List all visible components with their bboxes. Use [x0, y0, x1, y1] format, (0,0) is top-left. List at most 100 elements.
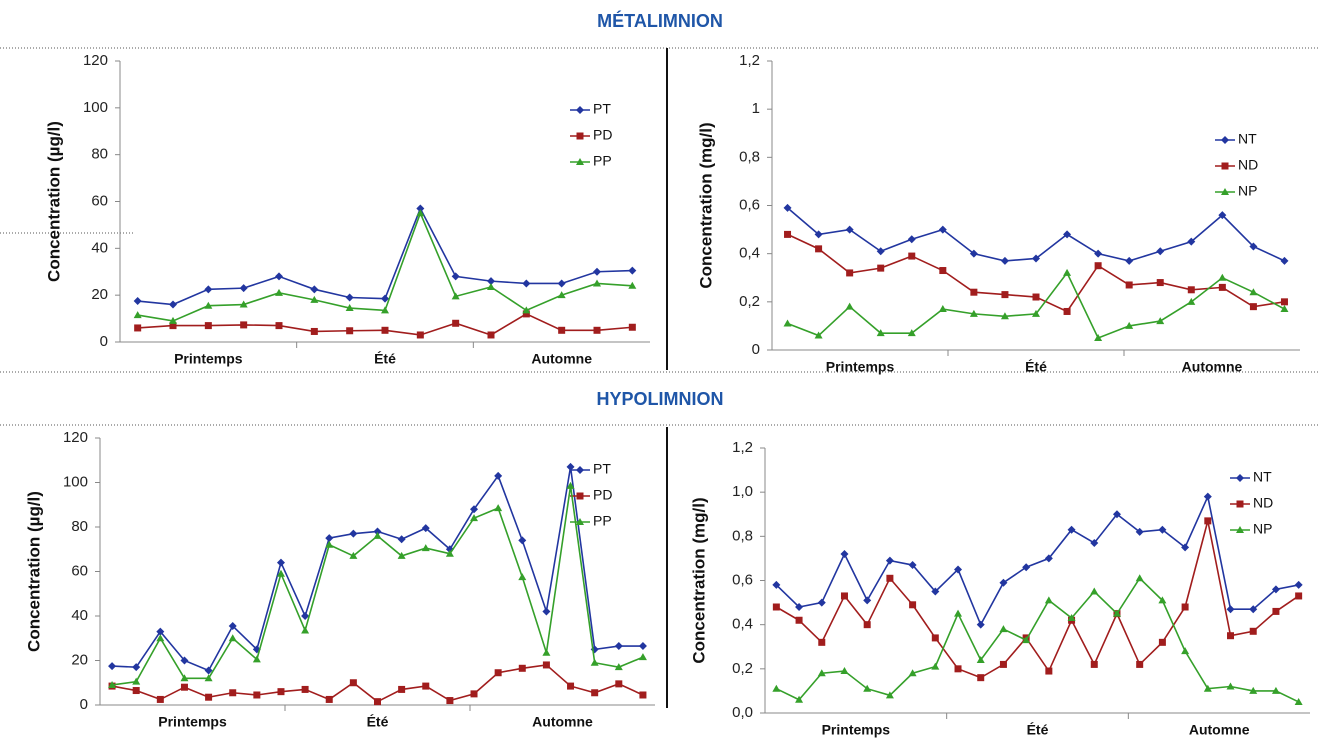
series-line: [787, 207, 1285, 262]
marker: [970, 288, 978, 296]
marker: [132, 663, 141, 672]
y-tick-label: 1,2: [739, 52, 760, 69]
marker: [487, 277, 495, 286]
marker: [1249, 686, 1258, 694]
marker: [1236, 500, 1244, 508]
marker: [795, 603, 804, 611]
marker: [1022, 636, 1031, 644]
marker: [939, 267, 947, 275]
marker: [1094, 333, 1103, 341]
marker: [558, 326, 566, 334]
marker: [886, 574, 894, 582]
marker: [494, 471, 503, 480]
marker: [1181, 647, 1190, 655]
marker: [885, 556, 894, 565]
marker: [1226, 682, 1235, 690]
marker: [817, 669, 826, 677]
marker: [381, 326, 389, 334]
marker: [275, 272, 283, 281]
marker: [885, 691, 894, 699]
legend-label: NP: [1253, 521, 1272, 537]
marker: [614, 663, 623, 671]
legend-label: PT: [593, 461, 611, 477]
marker: [204, 666, 213, 675]
marker: [566, 481, 575, 489]
marker: [999, 625, 1008, 633]
marker: [1221, 188, 1229, 195]
x-group-label: Automne: [532, 714, 593, 730]
marker: [373, 527, 382, 536]
marker: [275, 322, 283, 330]
marker: [1249, 288, 1258, 296]
marker: [522, 306, 531, 314]
y-tick-label: 0,2: [739, 293, 760, 310]
legend-label: NP: [1238, 183, 1257, 199]
x-group-label: Été: [374, 351, 396, 367]
marker: [134, 324, 142, 332]
marker: [1218, 283, 1226, 291]
marker: [470, 690, 478, 698]
marker: [169, 322, 177, 330]
marker: [877, 264, 885, 272]
marker: [1112, 510, 1121, 519]
marker: [845, 302, 854, 310]
marker: [954, 609, 963, 617]
marker: [1249, 627, 1257, 635]
x-group-label: Automne: [531, 351, 592, 367]
marker: [487, 331, 495, 339]
series-line: [787, 271, 1285, 339]
marker: [1187, 297, 1196, 305]
marker: [240, 321, 248, 329]
marker: [446, 697, 454, 705]
marker: [239, 284, 248, 293]
marker: [876, 329, 885, 337]
marker: [1090, 660, 1098, 668]
marker: [876, 247, 885, 256]
marker: [954, 565, 963, 574]
marker: [346, 327, 354, 335]
marker: [1090, 587, 1099, 595]
marker: [108, 680, 117, 688]
marker: [1090, 538, 1099, 547]
y-axis-label: Concentration (mg/l): [689, 497, 708, 663]
marker: [931, 634, 939, 642]
marker: [999, 578, 1008, 587]
marker: [381, 294, 389, 303]
y-axis-label: Concentration (µg/l): [44, 121, 63, 282]
marker: [783, 203, 792, 212]
marker: [169, 300, 177, 309]
series-line: [111, 485, 644, 686]
marker: [228, 634, 237, 642]
marker: [374, 698, 381, 706]
marker: [1158, 525, 1167, 534]
marker: [909, 601, 917, 609]
marker: [1236, 474, 1244, 482]
marker: [1249, 242, 1258, 251]
marker: [310, 295, 319, 303]
marker: [1000, 312, 1009, 320]
marker: [301, 612, 310, 620]
legend-label: PT: [593, 101, 611, 117]
marker: [628, 281, 637, 289]
legend-label: PD: [593, 127, 612, 143]
marker: [908, 669, 917, 677]
series-line: [111, 664, 644, 703]
y-tick-label: 1,0: [732, 483, 753, 500]
x-group-label: Été: [1025, 359, 1047, 375]
marker: [772, 684, 781, 692]
marker: [567, 682, 575, 690]
marker: [938, 305, 947, 313]
marker: [542, 648, 551, 656]
marker: [557, 279, 566, 288]
marker: [1032, 254, 1040, 263]
marker: [398, 685, 406, 693]
legend-label: PP: [593, 153, 612, 169]
marker: [1094, 249, 1103, 258]
marker: [445, 549, 454, 557]
marker: [1295, 592, 1303, 600]
marker: [840, 667, 849, 675]
marker: [576, 158, 584, 165]
y-tick-label: 20: [91, 286, 108, 303]
y-tick-label: 0: [100, 333, 108, 350]
marker: [1271, 686, 1280, 694]
